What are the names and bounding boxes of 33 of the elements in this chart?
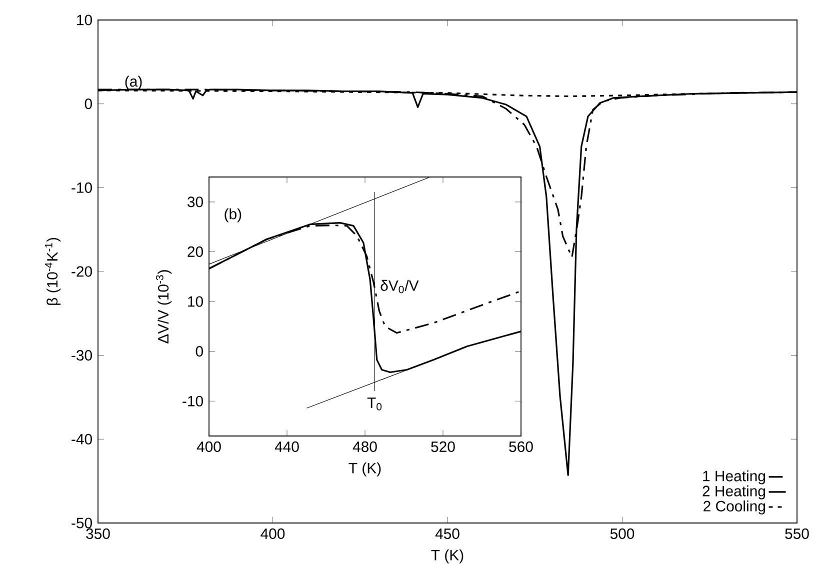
legend-label: 2 Cooling	[704, 500, 765, 514]
x-axis-title: T (K)	[348, 462, 381, 476]
legend-label: 1 Heating	[703, 470, 765, 484]
y-tick-label: -40	[72, 434, 92, 444]
legend-label: 2 Heating	[702, 485, 765, 500]
y-axis-title: β (10$^{-4}$K$^{-1}$)	[45, 238, 61, 305]
x-tick-label: 450	[435, 528, 460, 540]
x-tick-label: 550	[785, 528, 809, 540]
x-tick-label: 400	[260, 528, 285, 540]
y-tick-label: -30	[72, 350, 92, 361]
x-tick-label: 480	[352, 441, 377, 452]
y-tick-label: -20	[72, 266, 92, 277]
y-tick-label: -10	[72, 182, 92, 193]
x-tick-label: 500	[610, 528, 634, 540]
annotation: T$_{0}$	[367, 398, 382, 410]
annotation: (a)	[125, 76, 142, 90]
y-axis-title: ΔV/V (10$^{-3}$)	[156, 270, 172, 344]
x-tick-label: 400	[196, 441, 221, 452]
x-tick-label: 560	[509, 441, 533, 452]
x-tick-label: 520	[431, 441, 455, 452]
y-tick-label: 30	[188, 196, 203, 208]
y-tick-label: 0	[196, 346, 203, 357]
y-tick-label: -50	[72, 518, 92, 528]
y-tick-label: 10	[77, 14, 92, 26]
x-tick-label: 350	[86, 528, 110, 540]
x-tick-label: 440	[274, 441, 299, 452]
annotation: δV$_{0}$/V	[380, 280, 419, 294]
y-tick-label: 10	[188, 296, 203, 307]
y-tick-label: 20	[188, 246, 203, 257]
x-axis-title: T (K)	[431, 549, 464, 564]
y-tick-label: -10	[182, 396, 203, 406]
y-tick-label: 0	[84, 98, 92, 110]
annotation: (b)	[224, 208, 242, 222]
